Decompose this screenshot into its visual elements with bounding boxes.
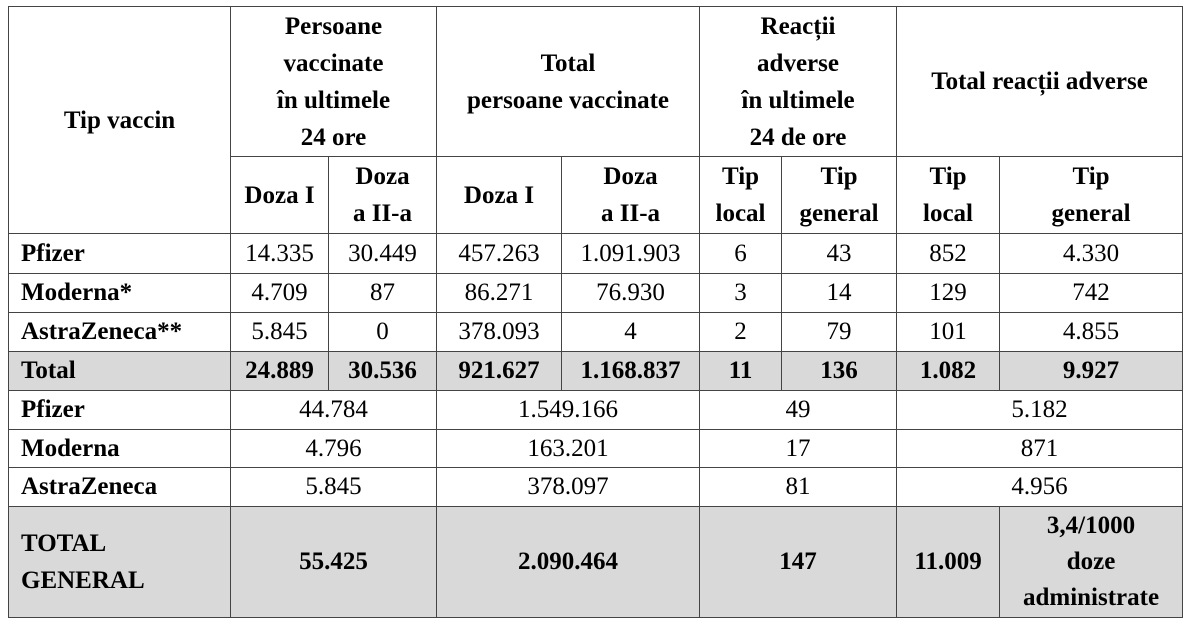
cell: 49 <box>699 390 898 430</box>
cell: 3 <box>699 273 783 313</box>
cell: 742 <box>999 273 1184 313</box>
total-label: Total <box>8 351 231 391</box>
header-tip-general: Tip general <box>781 156 898 234</box>
cell: 4.709 <box>230 273 329 313</box>
cell: 163.201 <box>435 429 701 468</box>
cell: 378.093 <box>436 312 562 352</box>
total-cell: 11 <box>699 351 783 391</box>
header-row-2: Doza I Doza a II-a Doza I Doza a II-a Tip l… <box>9 156 1184 234</box>
summary-row: AstraZeneca 5.845 378.097 81 4.956 <box>8 467 1184 507</box>
header-total-vaccinated: Total persoane vaccinate <box>435 6 701 157</box>
total-cell: 921.627 <box>436 351 562 391</box>
cell: 30.449 <box>328 233 437 274</box>
table-row: Moderna* 4.709 87 86.271 76.930 3 14 129… <box>8 273 1184 313</box>
table-row: AstraZeneca** 5.845 0 378.093 4 2 79 101… <box>8 312 1184 352</box>
table-row: Pfizer 14.335 30.449 457.263 1.091.903 6… <box>8 233 1184 274</box>
header-row-1: Tip vaccin Persoane vaccinate în ultimele 2… <box>8 6 1184 234</box>
cell: 81 <box>699 467 898 507</box>
cell: 378.097 <box>435 467 701 507</box>
row-vaccine-name: AstraZeneca <box>8 467 231 507</box>
vaccination-table: Tip vaccin Persoane vaccinate în ultimele 2… <box>8 6 1184 618</box>
total-row: Total 24.889 30.536 921.627 1.168.837 11… <box>8 351 1184 391</box>
cell: 44.784 <box>230 390 437 430</box>
cell: 86.271 <box>436 273 562 313</box>
cell: 87 <box>328 273 437 313</box>
cell: 76.930 <box>560 273 701 313</box>
total-cell: 1.168.837 <box>560 351 701 391</box>
cell: 43 <box>781 233 898 274</box>
cell: 0 <box>328 312 437 352</box>
cell: 4.956 <box>896 467 1184 507</box>
total-cell: 9.927 <box>999 351 1184 391</box>
cell: 4.796 <box>230 429 437 468</box>
grand-vaccinated: 55.425 <box>230 506 437 618</box>
cell: 17 <box>699 429 898 468</box>
cell: 129 <box>896 273 1001 313</box>
header-tip-local: Tip local <box>896 156 1001 234</box>
cell: 4.855 <box>999 312 1184 352</box>
cell: 5.182 <box>896 390 1184 430</box>
header-tip-general: Tip general <box>999 156 1184 234</box>
grand-total-reactions: 11.009 <box>896 506 1001 618</box>
total-cell: 136 <box>781 351 898 391</box>
grand-reactions-24h: 147 <box>699 506 898 618</box>
header-doza-1: Doza I <box>230 156 329 234</box>
grand-total-row: TOTAL GENERAL 55.425 2.090.464 147 11.009… <box>8 506 1184 618</box>
cell: 4 <box>560 312 701 352</box>
header-tip-vaccin: Tip vaccin <box>8 6 231 234</box>
cell: 79 <box>781 312 898 352</box>
row-vaccine-name: Pfizer <box>8 390 231 430</box>
header-adverse-24h: Reacții adverse în ultimele 24 de ore <box>699 6 898 157</box>
row-vaccine-name: Moderna <box>8 429 231 468</box>
header-tip-local: Tip local <box>699 156 783 234</box>
summary-row: Pfizer 44.784 1.549.166 49 5.182 <box>8 390 1184 430</box>
total-cell: 1.082 <box>896 351 1001 391</box>
summary-row: Moderna 4.796 163.201 17 871 <box>8 429 1184 468</box>
cell: 1.549.166 <box>435 390 701 430</box>
cell: 101 <box>896 312 1001 352</box>
grand-reaction-rate: 3,4/1000 doze administrate <box>999 506 1184 618</box>
header-vaccinated-24h: Persoane vaccinate în ultimele 24 ore <box>230 6 437 157</box>
cell: 2 <box>699 312 783 352</box>
cell: 4.330 <box>999 233 1184 274</box>
grand-total-label: TOTAL GENERAL <box>8 506 231 618</box>
cell: 871 <box>896 429 1184 468</box>
header-doza-1: Doza I <box>436 156 562 234</box>
cell: 5.845 <box>230 312 329 352</box>
cell: 1.091.903 <box>560 233 701 274</box>
cell: 14 <box>781 273 898 313</box>
header-total-adverse: Total reacții adverse <box>896 6 1184 157</box>
grand-total-vaccinated: 2.090.464 <box>435 506 701 618</box>
header-doza-2: Doza a II-a <box>328 156 437 234</box>
total-cell: 24.889 <box>230 351 329 391</box>
cell: 5.845 <box>230 467 437 507</box>
header-doza-2: Doza a II-a <box>560 156 701 234</box>
cell: 14.335 <box>230 233 329 274</box>
row-vaccine-name: Pfizer <box>8 233 231 274</box>
cell: 6 <box>699 233 783 274</box>
cell: 457.263 <box>436 233 562 274</box>
total-cell: 30.536 <box>328 351 437 391</box>
row-vaccine-name: AstraZeneca** <box>8 312 231 352</box>
row-vaccine-name: Moderna* <box>8 273 231 313</box>
cell: 852 <box>896 233 1001 274</box>
